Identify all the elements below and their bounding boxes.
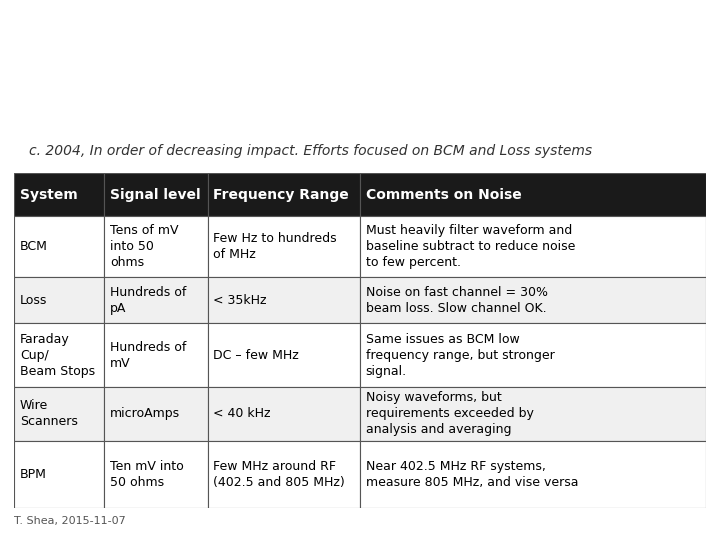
FancyBboxPatch shape: [14, 276, 104, 323]
FancyBboxPatch shape: [104, 173, 208, 217]
Text: Noisy waveforms, but
requirements exceeded by
analysis and averaging: Noisy waveforms, but requirements exceed…: [366, 392, 534, 436]
Text: BPM: BPM: [20, 468, 47, 481]
Text: Comments on Noise: Comments on Noise: [366, 187, 521, 201]
Text: System: System: [20, 187, 78, 201]
Text: Noise on fast channel = 30%
beam loss. Slow channel OK.: Noise on fast channel = 30% beam loss. S…: [366, 286, 547, 314]
FancyBboxPatch shape: [14, 441, 104, 508]
FancyBboxPatch shape: [360, 323, 706, 387]
Text: Tens of mV
into 50
ohms: Tens of mV into 50 ohms: [109, 224, 179, 269]
FancyBboxPatch shape: [14, 387, 104, 441]
Text: T. Shea, 2015-11-07: T. Shea, 2015-11-07: [14, 516, 126, 526]
FancyBboxPatch shape: [14, 173, 104, 217]
FancyBboxPatch shape: [360, 276, 706, 323]
Text: c. 2004, In order of decreasing impact. Efforts focused on BCM and Loss systems: c. 2004, In order of decreasing impact. …: [29, 144, 592, 158]
Text: Few MHz around RF
(402.5 and 805 MHz): Few MHz around RF (402.5 and 805 MHz): [213, 460, 345, 489]
Text: Frequency Range: Frequency Range: [213, 187, 349, 201]
FancyBboxPatch shape: [360, 387, 706, 441]
Text: Few Hz to hundreds
of MHz: Few Hz to hundreds of MHz: [213, 232, 337, 261]
Text: Must heavily filter waveform and
baseline subtract to reduce noise
to few percen: Must heavily filter waveform and baselin…: [366, 224, 575, 269]
FancyBboxPatch shape: [208, 323, 360, 387]
Text: microAmps: microAmps: [109, 407, 180, 420]
FancyBboxPatch shape: [14, 323, 104, 387]
Text: Loss: Loss: [20, 294, 48, 307]
Text: Signal level: Signal level: [109, 187, 200, 201]
FancyBboxPatch shape: [208, 441, 360, 508]
FancyBboxPatch shape: [104, 323, 208, 387]
FancyBboxPatch shape: [360, 441, 706, 508]
FancyBboxPatch shape: [104, 217, 208, 276]
Text: Electromagnetic Interference @ SNS: Electromagnetic Interference @ SNS: [29, 80, 536, 109]
Text: Same issues as BCM low
frequency range, but stronger
signal.: Same issues as BCM low frequency range, …: [366, 333, 554, 378]
FancyBboxPatch shape: [14, 217, 104, 276]
Text: Ten mV into
50 ohms: Ten mV into 50 ohms: [109, 460, 184, 489]
FancyBboxPatch shape: [104, 441, 208, 508]
Text: DC – few MHz: DC – few MHz: [213, 349, 300, 362]
Text: Wire
Scanners: Wire Scanners: [20, 400, 78, 428]
FancyBboxPatch shape: [208, 173, 360, 217]
FancyBboxPatch shape: [104, 276, 208, 323]
Text: Integration Challenges:: Integration Challenges:: [29, 36, 354, 64]
FancyBboxPatch shape: [208, 217, 360, 276]
FancyBboxPatch shape: [104, 387, 208, 441]
Text: BCM: BCM: [20, 240, 48, 253]
Text: Near 402.5 MHz RF systems,
measure 805 MHz, and vise versa: Near 402.5 MHz RF systems, measure 805 M…: [366, 460, 578, 489]
FancyBboxPatch shape: [360, 173, 706, 217]
Text: Faraday
Cup/
Beam Stops: Faraday Cup/ Beam Stops: [20, 333, 95, 378]
FancyBboxPatch shape: [208, 276, 360, 323]
Text: < 40 kHz: < 40 kHz: [213, 407, 271, 420]
FancyBboxPatch shape: [208, 387, 360, 441]
Text: Hundreds of
mV: Hundreds of mV: [109, 341, 186, 370]
FancyBboxPatch shape: [360, 217, 706, 276]
Text: < 35kHz: < 35kHz: [213, 294, 267, 307]
Text: Hundreds of
pA: Hundreds of pA: [109, 286, 186, 314]
